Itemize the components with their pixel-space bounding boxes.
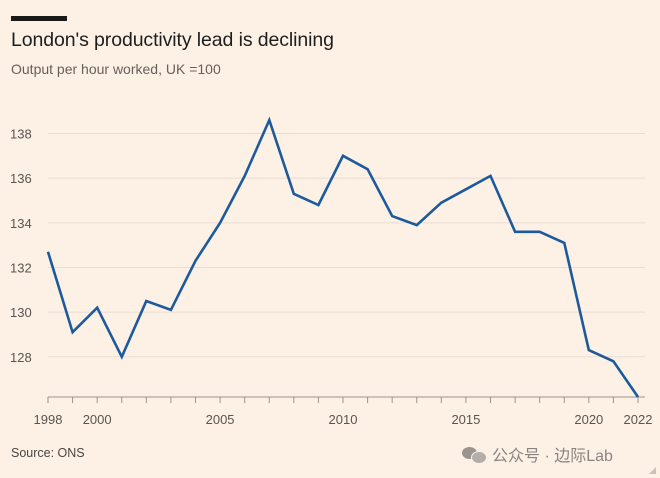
watermark: 公众号 · 边际Lab [462, 442, 613, 466]
x-tick-label-2005: 2005 [206, 412, 235, 427]
y-tick-label-136: 136 [10, 171, 32, 186]
x-tick-label-2000: 2000 [83, 412, 112, 427]
watermark-text: 公众号 · 边际Lab [492, 448, 613, 465]
y-tick-label-132: 132 [10, 260, 32, 275]
series-line-0 [46, 116, 640, 398]
y-tick-label-130: 130 [10, 305, 32, 320]
y-tick-label-134: 134 [10, 216, 32, 231]
x-tick-label-2015: 2015 [451, 412, 480, 427]
wechat-icon [462, 445, 487, 464]
x-tick-label-2010: 2010 [329, 412, 358, 427]
line-chart: 128 130 132 134 136 138 1998 2000 2005 2010 2015 20… [10, 116, 653, 427]
chart-subtitle: Output per hour worked, UK =100 [11, 61, 221, 77]
x-tick-label-2022: 2022 [624, 412, 653, 427]
x-tick-label-2020: 2020 [574, 412, 603, 427]
x-tick-label-1998: 1998 [34, 412, 63, 427]
y-tick-label-128: 128 [10, 350, 32, 365]
header-accent-bar [11, 16, 67, 21]
source-note: Source: ONS [11, 446, 85, 460]
chart-title: London's productivity lead is declining [11, 29, 334, 51]
y-tick-label-138: 138 [10, 126, 32, 141]
resize-corner [649, 467, 656, 474]
